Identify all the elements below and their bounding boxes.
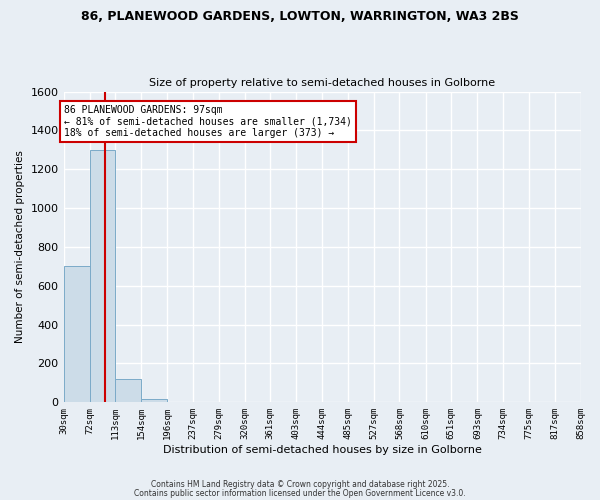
Bar — [141, 400, 167, 402]
Y-axis label: Number of semi-detached properties: Number of semi-detached properties — [15, 150, 25, 344]
Text: Contains HM Land Registry data © Crown copyright and database right 2025.: Contains HM Land Registry data © Crown c… — [151, 480, 449, 489]
Bar — [64, 266, 90, 402]
Title: Size of property relative to semi-detached houses in Golborne: Size of property relative to semi-detach… — [149, 78, 495, 88]
X-axis label: Distribution of semi-detached houses by size in Golborne: Distribution of semi-detached houses by … — [163, 445, 481, 455]
Text: 86 PLANEWOOD GARDENS: 97sqm
← 81% of semi-detached houses are smaller (1,734)
18: 86 PLANEWOOD GARDENS: 97sqm ← 81% of sem… — [64, 105, 352, 138]
Text: 86, PLANEWOOD GARDENS, LOWTON, WARRINGTON, WA3 2BS: 86, PLANEWOOD GARDENS, LOWTON, WARRINGTO… — [81, 10, 519, 23]
Text: Contains public sector information licensed under the Open Government Licence v3: Contains public sector information licen… — [134, 488, 466, 498]
Bar — [90, 150, 115, 403]
Bar — [115, 379, 141, 402]
